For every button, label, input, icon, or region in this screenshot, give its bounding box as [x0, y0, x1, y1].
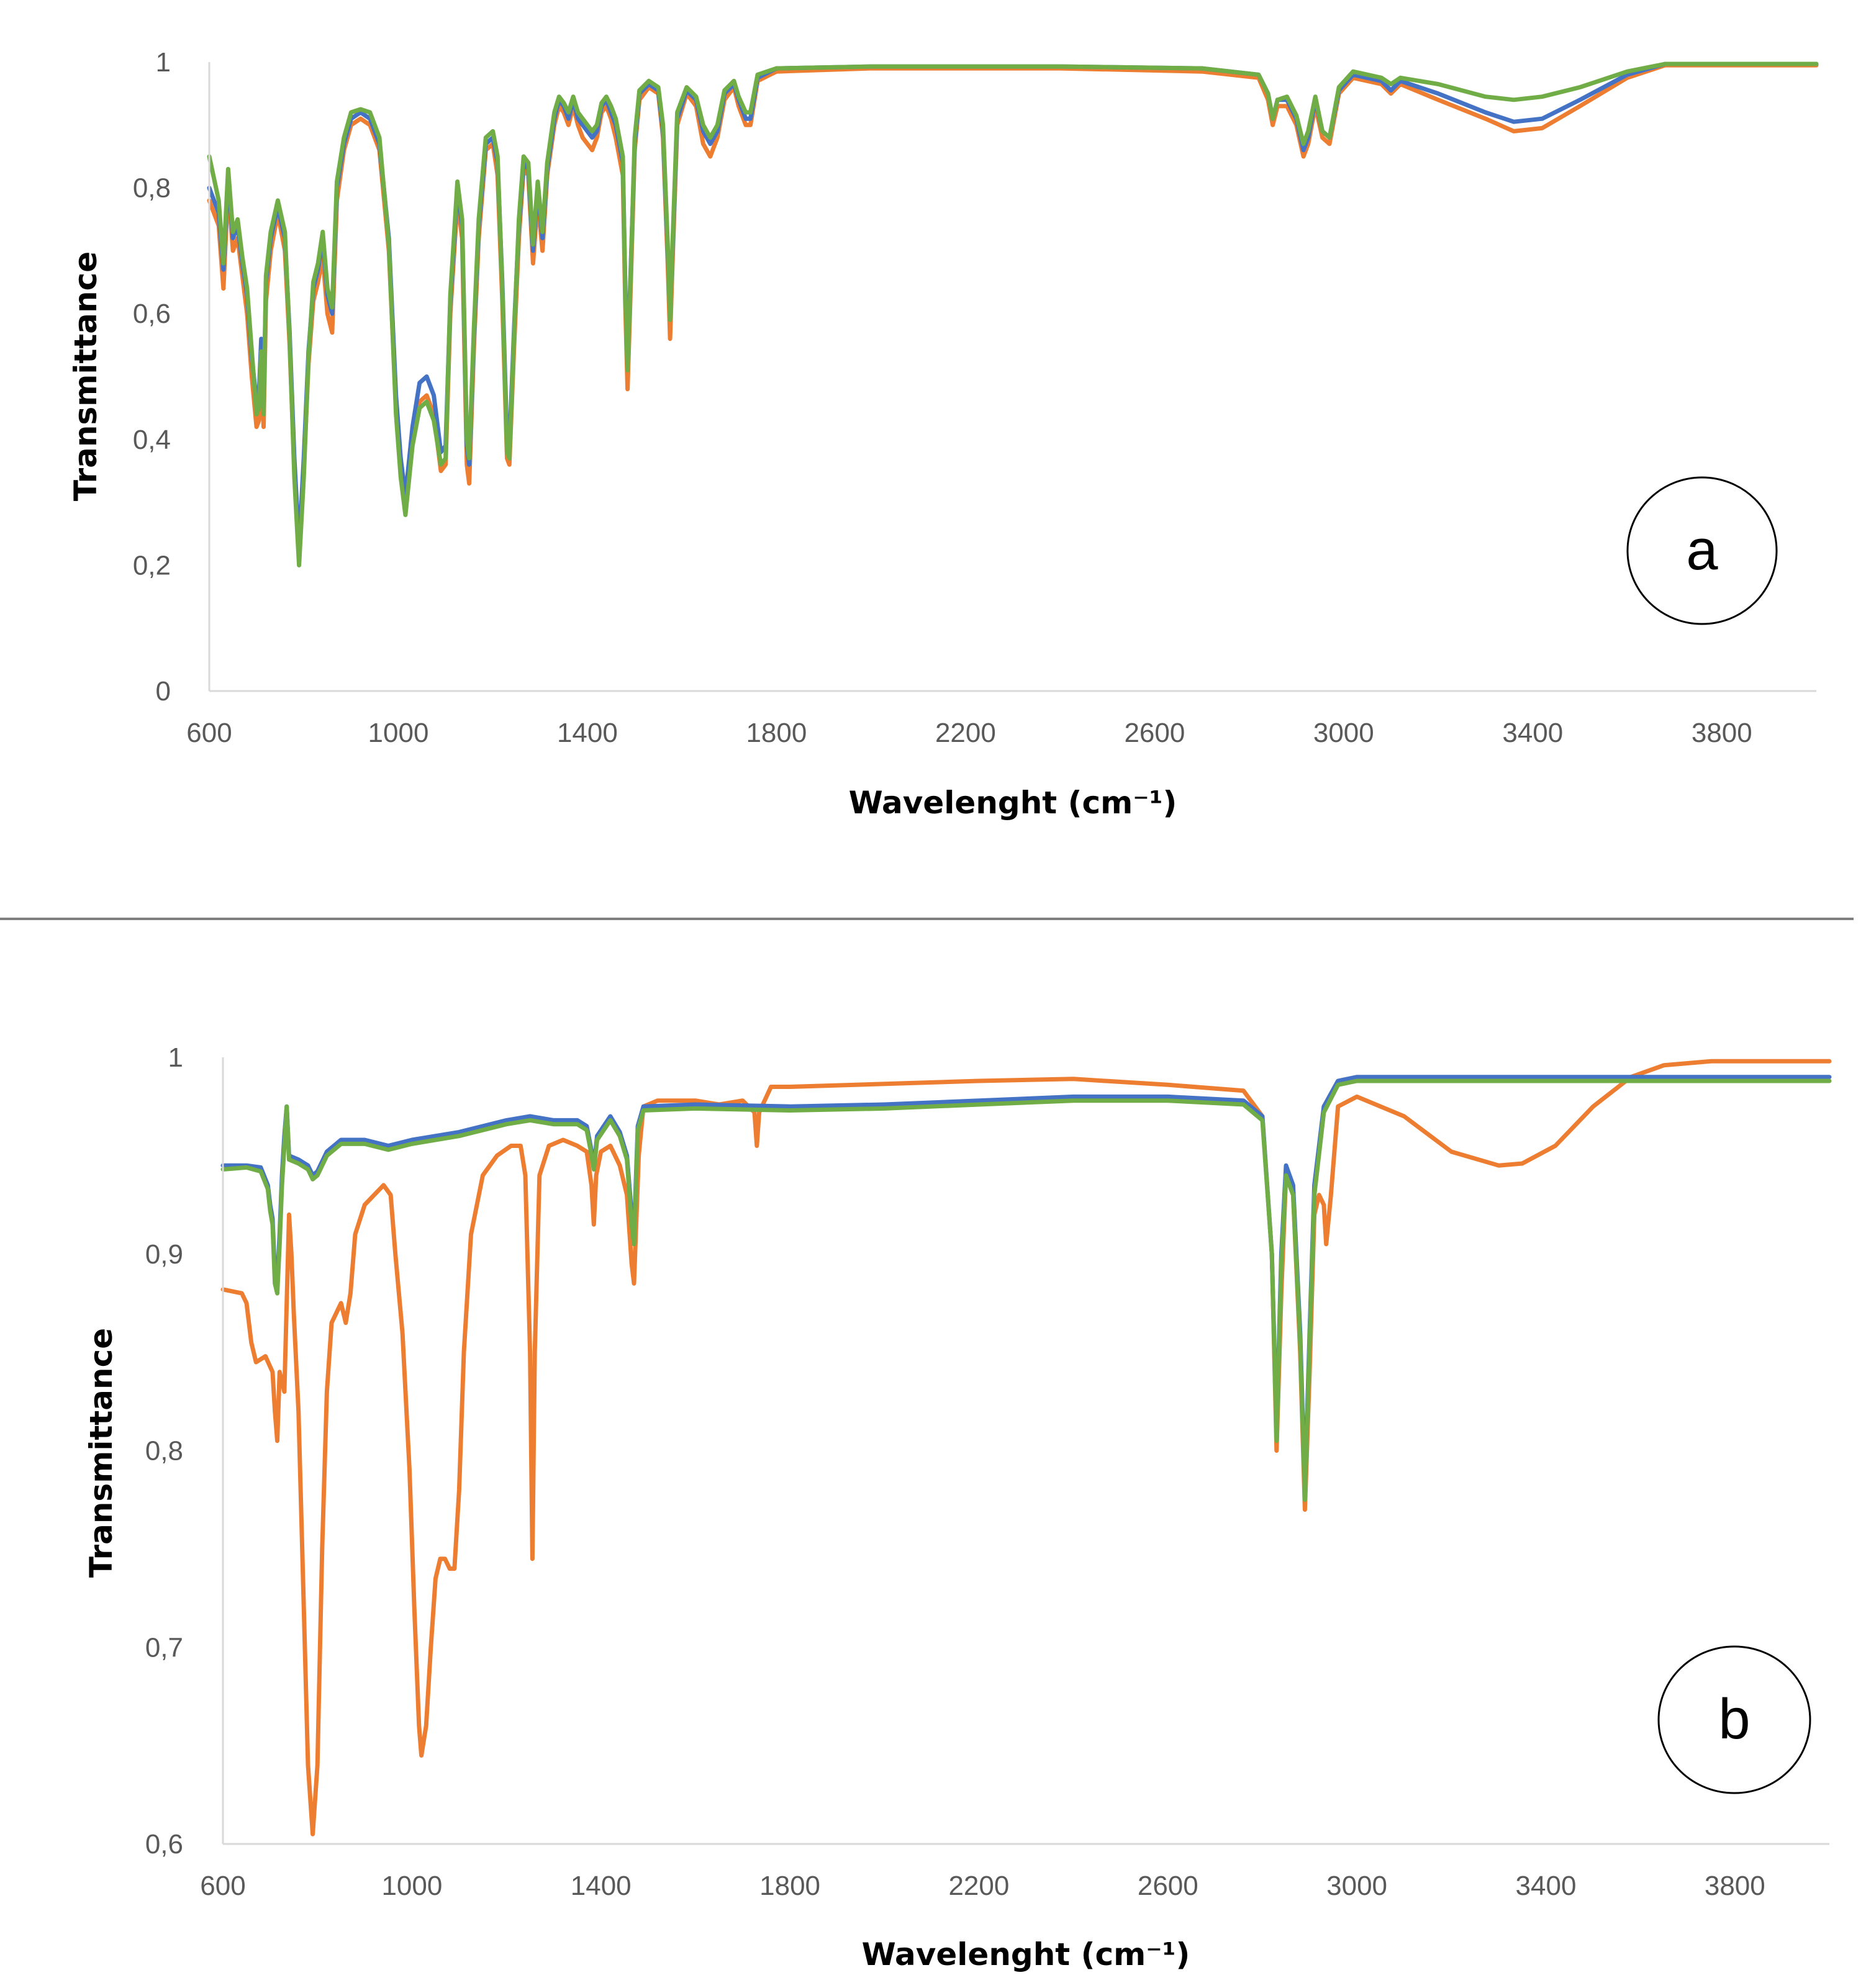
panel-a-label: a — [1686, 518, 1718, 582]
panel-a-x-tick-label: 2600 — [1124, 718, 1185, 748]
panel-b-x-tick-label: 600 — [200, 1871, 245, 1901]
panel-a-y-tick-label: 1 — [156, 47, 171, 78]
panel-a-x-tick-label: 600 — [186, 718, 232, 748]
panel-a-x-tick-label: 1400 — [557, 718, 618, 748]
panel-b-y-tick-label: 1 — [168, 1042, 183, 1073]
panel-a-y-axis-title: Transmittance — [68, 251, 104, 501]
panel-b-x-tick-label: 1000 — [381, 1871, 442, 1901]
panel-b-series-green-line — [220, 1078, 1832, 1502]
panel-b-series-orange-line — [220, 1059, 1832, 1837]
panel-a-y-tick-labels: 0 0,2 0,4 0,6 0,8 1 — [133, 47, 171, 707]
panel-b-y-tick-labels: 0,6 0,7 0,8 0,9 1 — [145, 1042, 183, 1859]
panel-b-series-blue-line — [220, 1075, 1832, 1493]
panel-a-y-tick-label: 0,2 — [133, 550, 171, 581]
panel-a-y-tick-label: 0,4 — [133, 425, 171, 455]
panel-a-x-tick-label: 1800 — [746, 718, 807, 748]
panel-b-x-tick-label: 3000 — [1326, 1871, 1387, 1901]
panel-b-x-tick-labels: 600 1000 1400 1800 2200 2600 3000 3400 3800 — [200, 1871, 1765, 1901]
panel-b-y-axis-title: Transmittance — [83, 1328, 119, 1578]
panel-b-x-tick-label: 2600 — [1138, 1871, 1198, 1901]
panel-a-y-tick-label: 0,6 — [133, 299, 171, 329]
panel-b-series-group — [220, 1059, 1832, 1837]
panel-a-x-tick-label: 3000 — [1313, 718, 1374, 748]
panel-a-y-tick-label: 0 — [156, 676, 171, 707]
chart-panel-b: 0,6 0,7 0,8 0,9 1 600 1000 1400 1800 2200 2600 300… — [83, 1042, 1832, 1972]
panel-a-series-group — [207, 61, 1819, 567]
panel-a-series-green-line — [207, 61, 1819, 567]
panel-b-y-tick-label: 0,8 — [145, 1436, 183, 1466]
panel-a-y-tick-label: 0,8 — [133, 173, 171, 204]
panel-a-x-tick-label: 3400 — [1502, 718, 1563, 748]
panel-b-y-tick-label: 0,7 — [145, 1632, 183, 1663]
panel-a-x-tick-label: 1000 — [368, 718, 429, 748]
panel-a-x-tick-label: 2200 — [935, 718, 996, 748]
panel-a-label-circle — [1626, 476, 1778, 625]
panel-a-x-tick-label: 3800 — [1692, 718, 1752, 748]
panel-a-x-tick-labels: 600 1000 1400 1800 2200 2600 3000 3400 3800 — [186, 718, 1752, 748]
panel-b-x-tick-label: 3800 — [1705, 1871, 1765, 1901]
panel-b-x-axis-title: Wavelenght (cm⁻¹) — [862, 1936, 1190, 1972]
panel-b-label-circle — [1657, 1645, 1811, 1794]
panel-b-y-tick-label: 0,9 — [145, 1239, 183, 1270]
panel-b-x-tick-label: 2200 — [948, 1871, 1009, 1901]
chart-panel-a: 0 0,2 0,4 0,6 0,8 1 600 1000 1400 1800 2200 2600 30… — [68, 47, 1819, 821]
panel-b-x-tick-label: 1400 — [571, 1871, 632, 1901]
panel-a-x-axis-title: Wavelenght (cm⁻¹) — [849, 785, 1177, 821]
panel-b-x-tick-label: 3400 — [1516, 1871, 1577, 1901]
panel-b-x-tick-label: 1800 — [759, 1871, 820, 1901]
panel-b-y-tick-label: 0,6 — [145, 1829, 183, 1859]
panel-b-label: b — [1718, 1688, 1750, 1751]
